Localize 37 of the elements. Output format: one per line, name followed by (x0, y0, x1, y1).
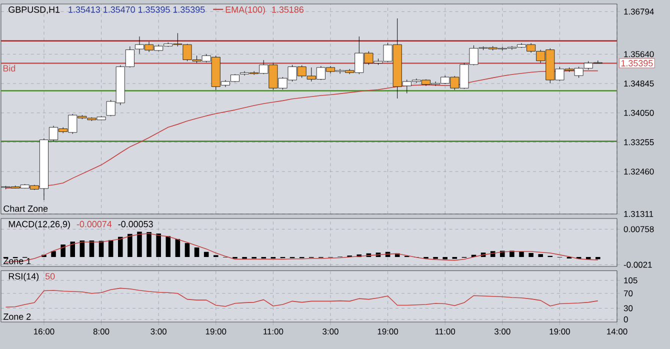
y-tick-label: 1.31311 (624, 210, 654, 217)
x-tick-label: 3:00 (494, 328, 510, 335)
text: 1.35395 (621, 60, 653, 66)
y-tick-label: 1.34845 (624, 80, 654, 87)
y-tick-label: 1.35640 (624, 51, 654, 58)
x-tick-label: 16:00 (34, 328, 54, 335)
y-tick-label: 1.34050 (624, 110, 654, 116)
annotation: Chart Zone (4, 205, 48, 212)
chart-title: GBPUSD,H1 (8, 6, 60, 14)
chart-subtitle: 1.35413 1.35470 1.35395 1.35395 (68, 6, 205, 13)
x-tick-label: 3:00 (322, 328, 338, 335)
x-tick-label: 14:00 (607, 328, 628, 335)
chart-title: MACD(12,26,9) (8, 220, 70, 230)
annotation: -0.00053 (118, 220, 153, 228)
legend-label: EMA(100) (226, 6, 265, 15)
x-tick-label: 19:00 (206, 328, 226, 335)
annotation: Zone 2 (3, 313, 31, 320)
y-tick-label: 1.32460 (624, 168, 654, 175)
y-tick-label: 1.33255 (624, 139, 654, 146)
y-tick-label: 1.36794 (624, 8, 654, 15)
y-tick-label: 105 (624, 277, 638, 284)
ref-line-label: Bid (3, 64, 16, 72)
y-tick-label: 0.00758 (624, 226, 654, 232)
x-tick-label: 19:00 (378, 328, 398, 335)
annotation: -0.00074 (76, 220, 112, 228)
annotation: 50 (45, 273, 55, 280)
annotation: 1.35186 (272, 6, 304, 13)
x-tick-label: 11:00 (264, 328, 284, 335)
y-tick-label: 70 (624, 290, 633, 296)
y-tick-label: 30 (624, 305, 633, 312)
chart-title: RSI(14) (8, 272, 39, 282)
y-tick-label: 0 (624, 316, 628, 322)
x-tick-label: 19:00 (550, 328, 570, 335)
x-tick-label: 11:00 (435, 328, 456, 335)
x-tick-label: 3:00 (150, 328, 166, 335)
x-tick-label: 8:00 (93, 328, 110, 335)
y-tick-label: -0.0021 (624, 262, 652, 268)
